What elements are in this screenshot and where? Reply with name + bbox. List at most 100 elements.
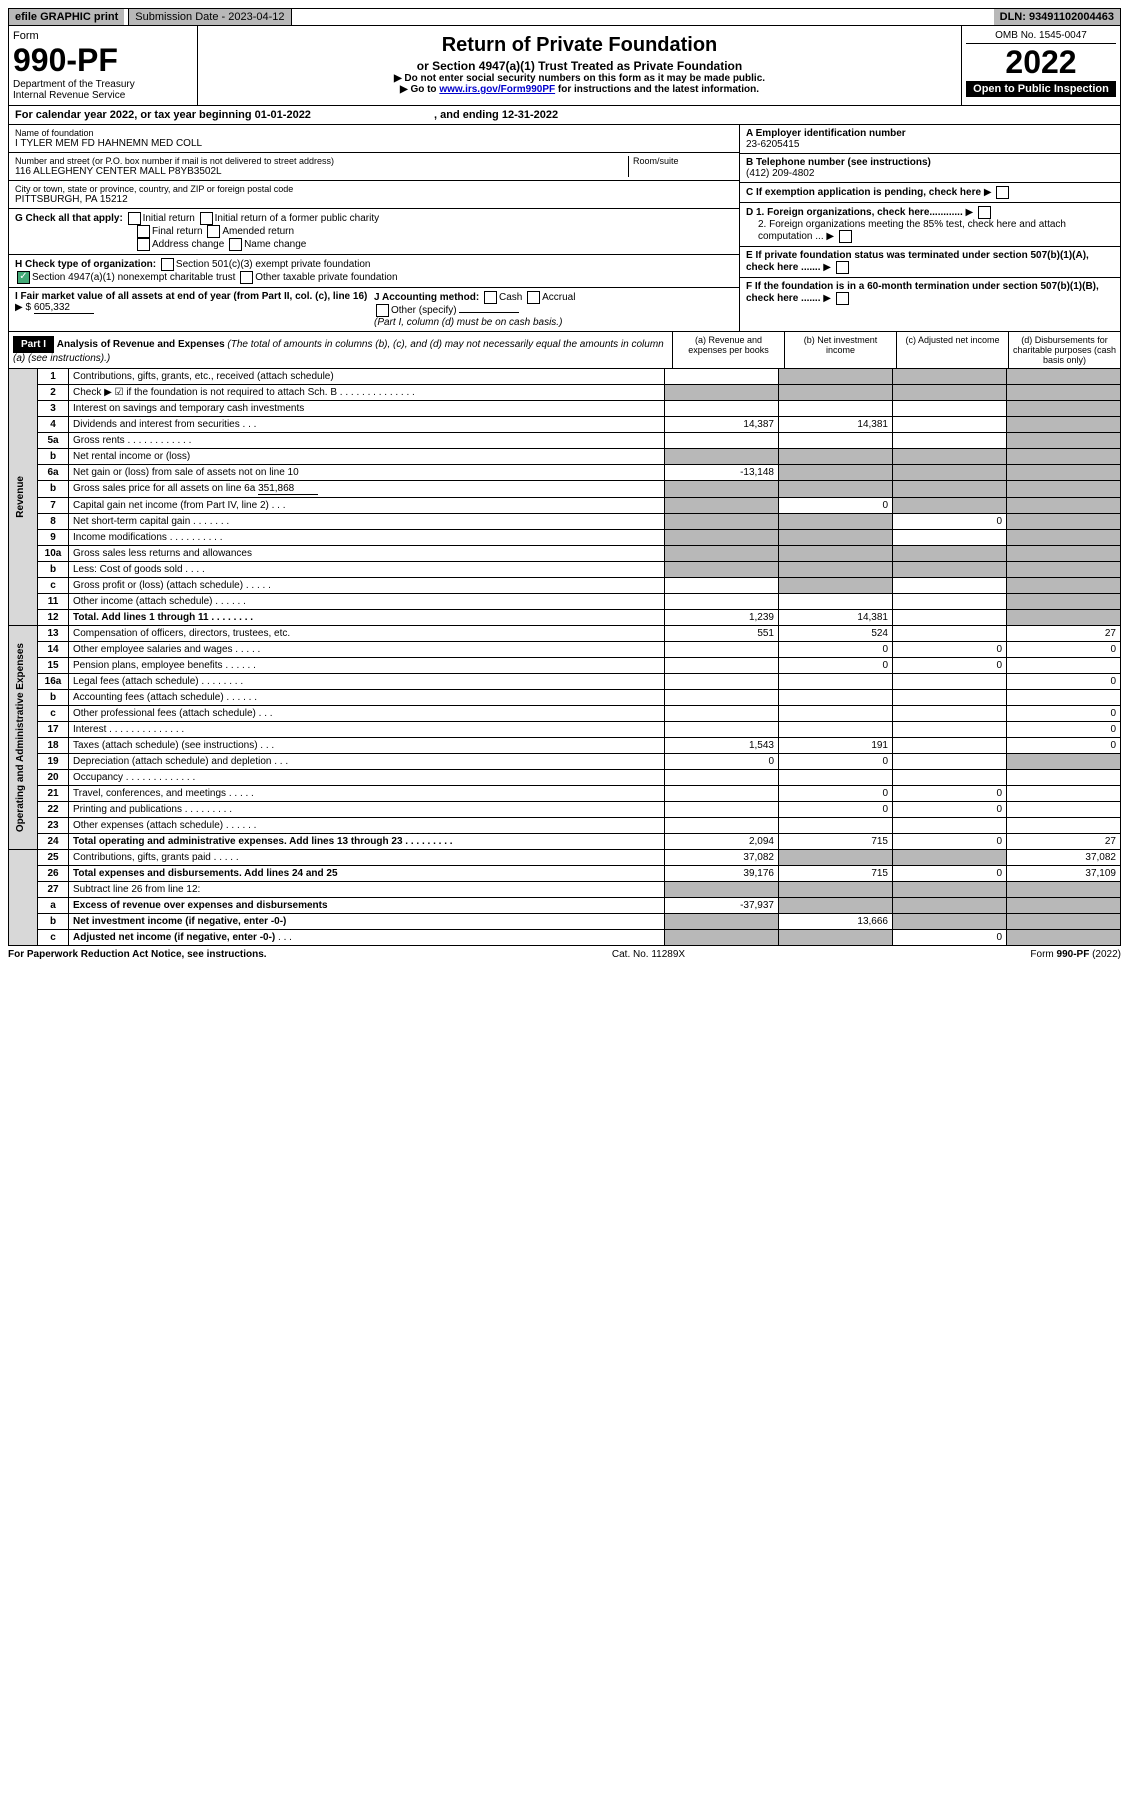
row-21: Travel, conferences, and meetings . . . … bbox=[69, 786, 665, 802]
opt-cash: Cash bbox=[499, 292, 522, 303]
row-10c: Gross profit or (loss) (attach schedule)… bbox=[69, 578, 665, 594]
val-18a: 1,543 bbox=[665, 738, 779, 754]
col-a: (a) Revenue and expenses per books bbox=[672, 332, 784, 368]
val-7b: 0 bbox=[779, 498, 893, 514]
foundation-name: I TYLER MEM FD HAHNEMN MED COLL bbox=[15, 138, 733, 149]
j-label: J Accounting method: bbox=[374, 292, 479, 303]
opt-initial: Initial return bbox=[143, 213, 195, 224]
g-label: G Check all that apply: bbox=[15, 213, 123, 224]
chk-accrual[interactable] bbox=[527, 291, 540, 304]
val-18d: 0 bbox=[1007, 738, 1121, 754]
val-24c: 0 bbox=[893, 834, 1007, 850]
row-16b: Accounting fees (attach schedule) . . . … bbox=[69, 690, 665, 706]
chk-initial[interactable] bbox=[128, 212, 141, 225]
row-16c: Other professional fees (attach schedule… bbox=[69, 706, 665, 722]
chk-4947[interactable] bbox=[17, 271, 30, 284]
note-1: ▶ Do not enter social security numbers o… bbox=[204, 73, 955, 84]
f-text: F If the foundation is in a 60-month ter… bbox=[746, 281, 1099, 304]
row-8: Net short-term capital gain . . . . . . … bbox=[69, 514, 665, 530]
chk-other-acct[interactable] bbox=[376, 304, 389, 317]
tax-year: 2022 bbox=[966, 44, 1116, 81]
row-10a: Gross sales less returns and allowances bbox=[69, 546, 665, 562]
chk-initial-former[interactable] bbox=[200, 212, 213, 225]
row-15: Pension plans, employee benefits . . . .… bbox=[69, 658, 665, 674]
name-label: Name of foundation bbox=[15, 128, 733, 138]
row-10b: Less: Cost of goods sold . . . . bbox=[69, 562, 665, 578]
cal-end: 12-31-2022 bbox=[502, 109, 558, 121]
entity-info: Name of foundation I TYLER MEM FD HAHNEM… bbox=[8, 125, 1121, 332]
efile-label[interactable]: efile GRAPHIC print bbox=[9, 9, 124, 25]
val-24b: 715 bbox=[779, 834, 893, 850]
omb-number: OMB No. 1545-0047 bbox=[966, 30, 1116, 44]
open-inspection: Open to Public Inspection bbox=[966, 81, 1116, 97]
ein: 23-6205415 bbox=[746, 139, 1114, 150]
chk-amended[interactable] bbox=[207, 225, 220, 238]
row-7: Capital gain net income (from Part IV, l… bbox=[69, 498, 665, 514]
opt-addrchg: Address change bbox=[152, 239, 224, 250]
dln: DLN: 93491102004463 bbox=[994, 9, 1120, 25]
chk-f[interactable] bbox=[836, 292, 849, 305]
footer-right: Form 990-PF (2022) bbox=[1030, 949, 1121, 960]
val-6a: -13,148 bbox=[665, 465, 779, 481]
row-19: Depreciation (attach schedule) and deple… bbox=[69, 754, 665, 770]
chk-other-tax[interactable] bbox=[240, 271, 253, 284]
val-16ad: 0 bbox=[1007, 674, 1121, 690]
chk-c[interactable] bbox=[996, 186, 1009, 199]
row-4: Dividends and interest from securities .… bbox=[69, 417, 665, 433]
form-title: Return of Private Foundation bbox=[204, 34, 955, 57]
val-26d: 37,109 bbox=[1007, 866, 1121, 882]
val-14c: 0 bbox=[893, 642, 1007, 658]
val-15c: 0 bbox=[893, 658, 1007, 674]
fmv-value: 605,332 bbox=[34, 302, 94, 314]
chk-d2[interactable] bbox=[839, 230, 852, 243]
chk-d1[interactable] bbox=[978, 206, 991, 219]
val-26b: 715 bbox=[779, 866, 893, 882]
opt-namechg: Name change bbox=[244, 239, 306, 250]
col-b: (b) Net investment income bbox=[784, 332, 896, 368]
chk-namechg[interactable] bbox=[229, 238, 242, 251]
city-label: City or town, state or province, country… bbox=[15, 184, 733, 194]
val-25a: 37,082 bbox=[665, 850, 779, 866]
row-9: Income modifications . . . . . . . . . . bbox=[69, 530, 665, 546]
chk-501c3[interactable] bbox=[161, 258, 174, 271]
col-d: (d) Disbursements for charitable purpose… bbox=[1008, 332, 1120, 368]
form-number: 990-PF bbox=[13, 42, 193, 79]
address: 116 ALLEGHENY CENTER MALL P8YB3502L bbox=[15, 166, 628, 177]
chk-e[interactable] bbox=[836, 261, 849, 274]
val-24d: 27 bbox=[1007, 834, 1121, 850]
row-11: Other income (attach schedule) . . . . .… bbox=[69, 594, 665, 610]
row-3: Interest on savings and temporary cash i… bbox=[69, 401, 665, 417]
opt-4947: Section 4947(a)(1) nonexempt charitable … bbox=[32, 272, 235, 283]
val-15b: 0 bbox=[779, 658, 893, 674]
chk-final[interactable] bbox=[137, 225, 150, 238]
opt-accrual: Accrual bbox=[542, 292, 575, 303]
irs-link[interactable]: www.irs.gov/Form990PF bbox=[439, 84, 555, 95]
row-16a: Legal fees (attach schedule) . . . . . .… bbox=[69, 674, 665, 690]
note2-pre: ▶ Go to bbox=[400, 84, 439, 95]
e-text: E If private foundation status was termi… bbox=[746, 250, 1089, 273]
part1-header: Part I Analysis of Revenue and Expenses … bbox=[8, 332, 1121, 369]
cal-pre: For calendar year 2022, or tax year begi… bbox=[15, 109, 255, 121]
chk-addrchg[interactable] bbox=[137, 238, 150, 251]
calendar-year: For calendar year 2022, or tax year begi… bbox=[8, 106, 1121, 125]
val-6b-sales: 351,868 bbox=[258, 483, 318, 495]
form-subtitle: or Section 4947(a)(1) Trust Treated as P… bbox=[204, 59, 955, 73]
row-20: Occupancy . . . . . . . . . . . . . bbox=[69, 770, 665, 786]
d1-text: D 1. Foreign organizations, check here..… bbox=[746, 207, 963, 218]
cal-mid: , and ending bbox=[431, 109, 502, 121]
chk-cash[interactable] bbox=[484, 291, 497, 304]
val-14d: 0 bbox=[1007, 642, 1121, 658]
val-22b: 0 bbox=[779, 802, 893, 818]
val-13d: 27 bbox=[1007, 626, 1121, 642]
val-24a: 2,094 bbox=[665, 834, 779, 850]
irs: Internal Revenue Service bbox=[13, 90, 193, 101]
val-12b: 14,381 bbox=[779, 610, 893, 626]
val-26a: 39,176 bbox=[665, 866, 779, 882]
val-8c: 0 bbox=[893, 514, 1007, 530]
row-25: Contributions, gifts, grants paid . . . … bbox=[69, 850, 665, 866]
val-27c: 0 bbox=[893, 930, 1007, 946]
col-c: (c) Adjusted net income bbox=[896, 332, 1008, 368]
val-22c: 0 bbox=[893, 802, 1007, 818]
note2-post: for instructions and the latest informat… bbox=[555, 84, 759, 95]
row-22: Printing and publications . . . . . . . … bbox=[69, 802, 665, 818]
